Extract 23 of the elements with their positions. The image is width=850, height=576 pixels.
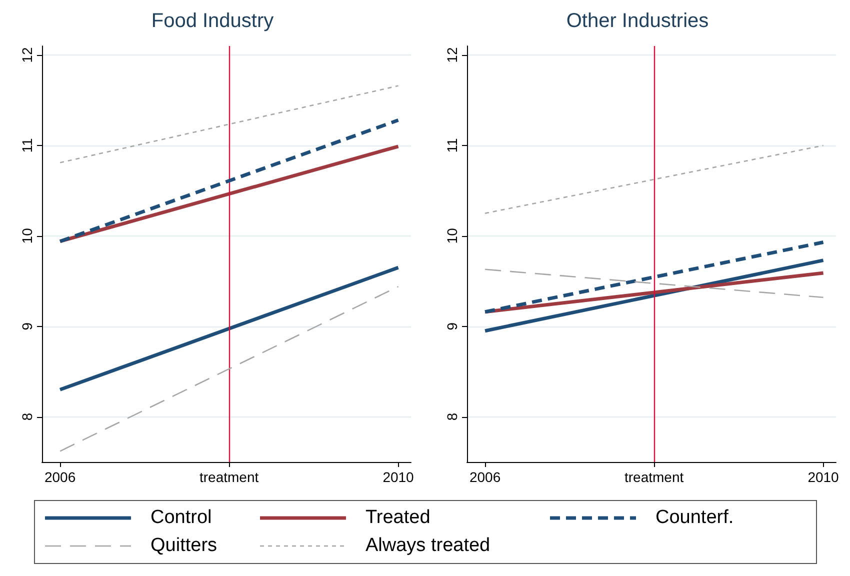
chart-title: Other Industries: [566, 10, 709, 32]
y-tick-label: 11: [444, 138, 460, 153]
y-tick-label: 10: [19, 228, 35, 244]
y-tick-label: 9: [19, 322, 35, 330]
y-tick-label: 9: [444, 322, 460, 330]
y-tick-label: 12: [444, 47, 460, 63]
x-tick-label: 2006: [469, 469, 501, 485]
legend-label: Treated: [366, 507, 430, 529]
y-tick-label: 11: [19, 138, 35, 153]
legend-label: Counterf.: [656, 507, 734, 529]
y-tick-label: 10: [444, 228, 460, 244]
y-tick-label: 8: [444, 412, 460, 421]
y-tick-label: 8: [19, 412, 35, 421]
x-tick-label: 2010: [808, 469, 840, 485]
y-tick-label: 12: [19, 47, 35, 63]
x-tick-label: 2006: [44, 469, 76, 485]
x-tick-label: treatment: [199, 469, 259, 485]
x-tick-label: treatment: [624, 469, 684, 485]
legend-label: Quitters: [150, 535, 218, 557]
x-tick-label: 2010: [382, 469, 414, 485]
chart-title: Food Industry: [151, 10, 274, 32]
legend-label: Always treated: [366, 535, 490, 557]
legend-label: Control: [150, 507, 212, 529]
